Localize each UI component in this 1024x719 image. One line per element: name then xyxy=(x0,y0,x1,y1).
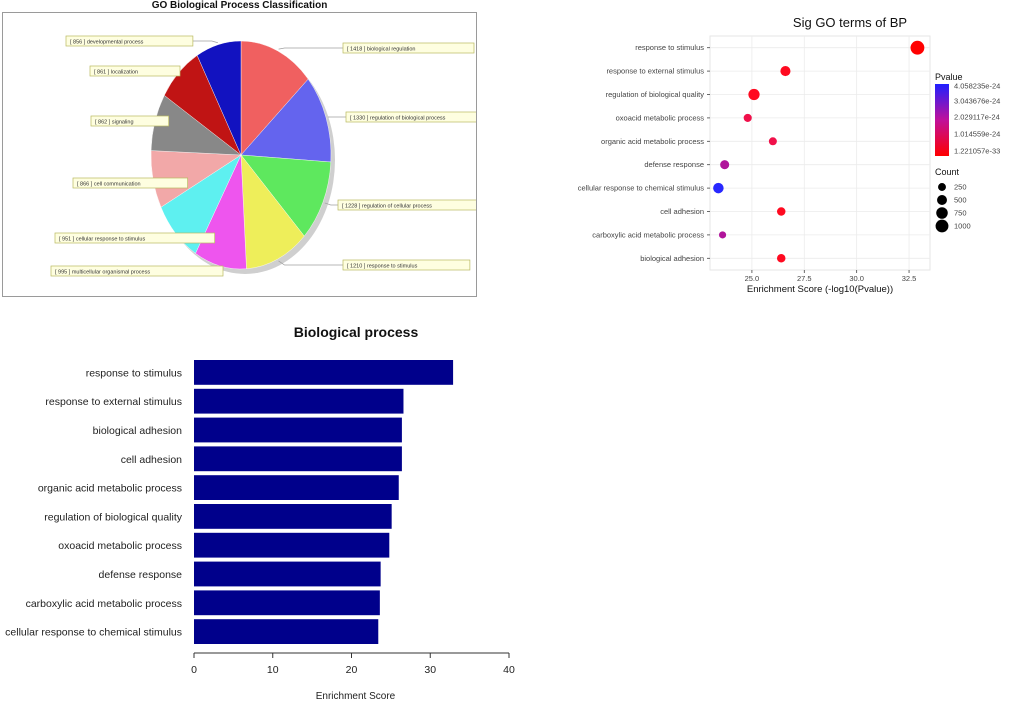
count-legend-dot xyxy=(936,220,949,233)
count-legend-label: 500 xyxy=(954,196,967,205)
bar xyxy=(194,590,380,615)
bar-category-label: biological adhesion xyxy=(93,425,182,437)
pie-slice-label: [ 1228 ] regulation of cellular process xyxy=(342,204,432,210)
pie-slice-label: [ 951 ] cellular response to stimulus xyxy=(59,237,145,243)
dot-x-axis-label: Enrichment Score (-log10(Pvalue)) xyxy=(747,284,893,295)
pie-leader-line xyxy=(279,48,343,49)
dot-point xyxy=(713,183,723,193)
dot-term-label: carboxylic acid metabolic process xyxy=(592,230,704,239)
bar-chart-svg: response to stimulus response to external… xyxy=(0,318,560,714)
bar-chart-title: Biological process xyxy=(156,324,556,340)
bar-x-axis-label: Enrichment Score xyxy=(316,691,396,702)
dot-point xyxy=(744,114,752,122)
bar-tick-label-x: 20 xyxy=(346,664,358,676)
dot-point xyxy=(777,207,785,215)
dot-term-label: cell adhesion xyxy=(660,207,704,216)
pie-slice-label: [ 861 ] localization xyxy=(94,70,138,76)
pie-slice-label: [ 1418 ] biological regulation xyxy=(347,47,416,53)
dot-point xyxy=(748,89,759,100)
bar-tick-label-x: 0 xyxy=(191,664,197,676)
dot-point xyxy=(720,160,729,169)
bar xyxy=(194,475,399,500)
count-legend-label: 250 xyxy=(954,183,967,192)
pvalue-legend-label: 4.058235e-24 xyxy=(954,82,1000,91)
bar-category-label: response to stimulus xyxy=(86,367,182,379)
bar-category-label: cell adhesion xyxy=(121,454,182,466)
pvalue-colorbar xyxy=(935,84,949,156)
bar xyxy=(194,418,402,443)
bar-category-label: organic acid metabolic process xyxy=(38,483,182,495)
bar-tick-label-x: 30 xyxy=(424,664,436,676)
bar xyxy=(194,504,392,529)
bar xyxy=(194,619,378,644)
count-legend-label: 1000 xyxy=(954,222,971,231)
dot-point xyxy=(780,66,790,76)
dot-tick-label-x: 32.5 xyxy=(902,274,917,283)
bar xyxy=(194,446,402,471)
pie-slice-label: [ 866 ] cell communication xyxy=(77,182,141,188)
bar xyxy=(194,562,381,587)
pie-slice-label: [ 995 ] multicellular organismal process xyxy=(55,270,150,276)
dot-point xyxy=(719,231,726,238)
dot-point xyxy=(911,41,925,55)
count-legend-dot xyxy=(936,207,948,219)
pie-chart-svg: [ 1418 ] biological regulation [ 1330 ] r… xyxy=(3,13,476,296)
pvalue-legend-label: 3.043676e-24 xyxy=(954,97,1000,106)
bar-category-label: response to external stimulus xyxy=(45,396,182,408)
pvalue-legend-title: Pvalue xyxy=(935,72,963,82)
pvalue-legend-label: 2.029117e-24 xyxy=(954,113,1000,122)
pie-slice-label: [ 1210 ] response to stimulus xyxy=(347,264,418,270)
pie-slice-label: [ 862 ] signaling xyxy=(95,120,134,126)
dot-tick-label-x: 27.5 xyxy=(797,274,812,283)
pie-chart-title: GO Biological Process Classification xyxy=(2,0,477,11)
bar-tick-label-x: 40 xyxy=(503,664,515,676)
dot-term-label: biological adhesion xyxy=(640,254,704,263)
dot-tick-label-x: 25.0 xyxy=(745,274,760,283)
pie-slice-label: [ 1330 ] regulation of biological proces… xyxy=(350,116,446,122)
bar-category-label: defense response xyxy=(99,569,183,581)
pie-slice-label: [ 856 ] developmental process xyxy=(70,40,144,46)
pvalue-legend-label: 1.221057e-33 xyxy=(954,147,1000,156)
dot-plot-panel: Sig GO terms of BP 25.0 27.5 30.0 32.5 respo… xyxy=(540,10,1024,300)
dot-term-label: organic acid metabolic process xyxy=(601,137,704,146)
pie-leader-line xyxy=(193,41,218,43)
bar xyxy=(194,389,403,414)
dot-term-label: oxoacid metabolic process xyxy=(616,113,705,122)
count-legend-dot xyxy=(937,195,947,205)
count-legend-label: 750 xyxy=(954,209,967,218)
dot-term-label: response to external stimulus xyxy=(606,67,704,76)
dot-term-label: response to stimulus xyxy=(635,43,704,52)
bar-category-label: oxoacid metabolic process xyxy=(58,540,182,552)
bar xyxy=(194,360,453,385)
dot-term-label: defense response xyxy=(644,160,704,169)
bar-category-label: carboxylic acid metabolic process xyxy=(26,598,182,610)
pie-chart-panel: GO Biological Process Classification [ 1… xyxy=(2,0,477,296)
dot-point xyxy=(777,254,785,262)
bar xyxy=(194,533,389,558)
bar-category-label: regulation of biological quality xyxy=(44,511,183,523)
count-legend-title: Count xyxy=(935,167,960,177)
pvalue-legend-label: 1.014559e-24 xyxy=(954,130,1000,139)
pie-chart-frame: [ 1418 ] biological regulation [ 1330 ] r… xyxy=(2,12,477,297)
dot-tick-label-x: 30.0 xyxy=(849,274,864,283)
dot-point xyxy=(769,137,777,145)
dot-term-label: cellular response to chemical stimulus xyxy=(578,184,705,193)
pie-leader-line xyxy=(279,261,343,265)
count-legend-dot xyxy=(938,183,946,191)
dot-plot-title: Sig GO terms of BP xyxy=(710,15,990,30)
bar-tick-label-x: 10 xyxy=(267,664,279,676)
bar-category-label: cellular response to chemical stimulus xyxy=(5,627,182,639)
dot-term-label: regulation of biological quality xyxy=(606,90,705,99)
dot-plot-svg: 25.0 27.5 30.0 32.5 response to stimulus resp… xyxy=(540,10,1024,300)
